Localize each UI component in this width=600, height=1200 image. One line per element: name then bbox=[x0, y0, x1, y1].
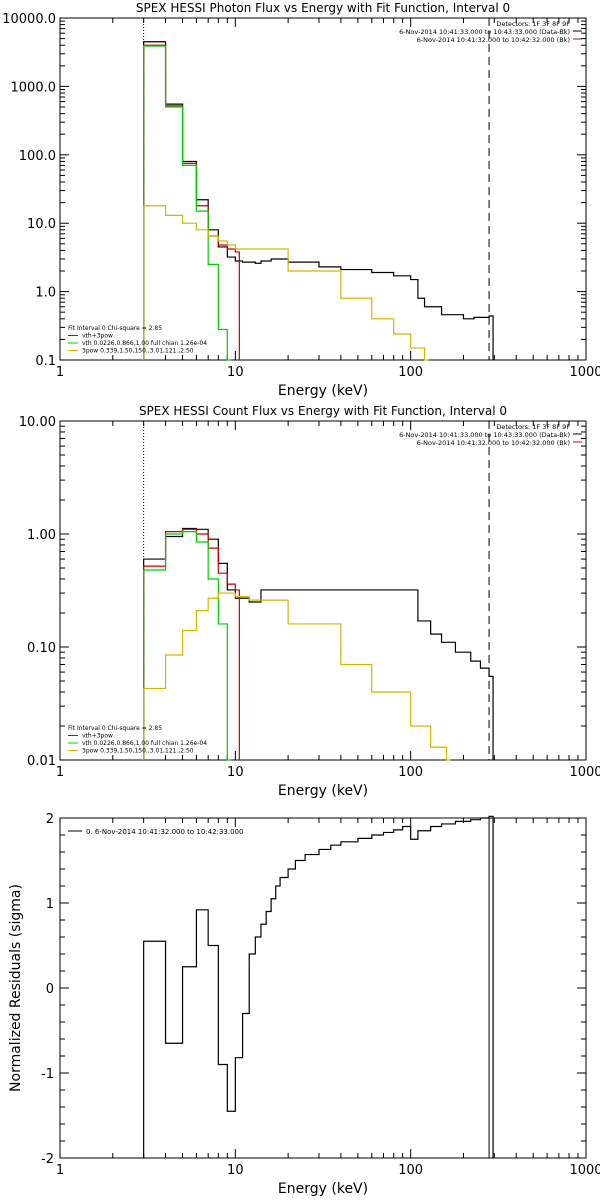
series-line-1 bbox=[143, 44, 240, 360]
legend-text: Detectors: 1F 3F 8F 9F bbox=[496, 20, 570, 28]
series-line-0 bbox=[143, 527, 494, 760]
y-tick-label: 0.10 bbox=[27, 641, 56, 656]
fit-legend-text: Fit Interval 0 Chi-square = 2.85 bbox=[68, 725, 162, 732]
series-line-2 bbox=[143, 531, 232, 761]
fit-legend-text: vth+3pow bbox=[82, 733, 113, 740]
fit-legend-text: vth+3pow bbox=[82, 333, 113, 340]
x-tick-label: 100 bbox=[398, 1163, 423, 1178]
y-tick-label: 10.00 bbox=[19, 415, 56, 430]
plot-frame bbox=[59, 817, 587, 1159]
fit-legend-text: vth 0.0226,0.866,1.00 full chian 1.26e-0… bbox=[82, 340, 207, 347]
legend-text: 6-Nov-2014 10:41:32.000 to 10:42:32.000 … bbox=[417, 439, 570, 447]
x-axis-label: Energy (keV) bbox=[278, 783, 368, 799]
x-axis-label: Energy (keV) bbox=[278, 383, 368, 399]
y-tick-label: 1.0 bbox=[35, 286, 56, 301]
series-line-3 bbox=[143, 592, 451, 761]
series-line-3 bbox=[143, 205, 429, 361]
x-tick-label: 10 bbox=[227, 765, 244, 780]
legend-text: 6-Nov-2014 10:41:33.000 to 10:43:33.000 … bbox=[399, 28, 570, 36]
x-tick-label: 1 bbox=[56, 365, 64, 380]
x-tick-label: 1000 bbox=[569, 365, 600, 380]
y-tick-label: 0.01 bbox=[27, 754, 56, 769]
fit-legend-text: Fit Interval 0 Chi-square = 2.85 bbox=[68, 325, 162, 332]
x-tick-label: 1 bbox=[56, 765, 64, 780]
y-axis-label: Normalized Residuals (sigma) bbox=[8, 884, 24, 1092]
legend-text: 6-Nov-2014 10:41:32.000 to 10:42:32.000 … bbox=[417, 36, 570, 44]
x-tick-label: 1 bbox=[56, 1163, 64, 1178]
y-tick-label: 1 bbox=[46, 897, 54, 912]
y-tick-label: 100.0 bbox=[19, 149, 56, 164]
x-axis-label: Energy (keV) bbox=[278, 1181, 368, 1197]
y-tick-label: 0.1 bbox=[35, 354, 56, 369]
series-line-0 bbox=[143, 815, 494, 1158]
y-tick-label: 10.0 bbox=[27, 217, 56, 232]
fit-legend-text: vth 0.0226,0.866,1.00 full chian 1.26e-0… bbox=[82, 740, 207, 747]
plot-frame bbox=[59, 17, 587, 361]
plot-frame bbox=[59, 420, 587, 761]
legend-text: 0. 6-Nov-2014 10:41:32.000 to 10:42:33.0… bbox=[86, 828, 243, 836]
legend-text: Detectors: 1F 3F 8F 9F bbox=[496, 423, 570, 431]
x-tick-label: 1000 bbox=[569, 1163, 600, 1178]
y-tick-label: 0 bbox=[46, 982, 54, 997]
chart-title: SPEX HESSI Photon Flux vs Energy with Fi… bbox=[136, 1, 510, 15]
chart-title: SPEX HESSI Count Flux vs Energy with Fit… bbox=[139, 404, 507, 418]
x-tick-label: 10 bbox=[227, 365, 244, 380]
y-tick-label: 10000.0 bbox=[2, 12, 56, 27]
y-tick-label: 1.00 bbox=[27, 528, 56, 543]
y-tick-label: -2 bbox=[41, 1152, 54, 1167]
y-tick-label: 1000.0 bbox=[11, 80, 57, 95]
series-line-2 bbox=[143, 45, 232, 361]
legend-text: 6-Nov-2014 10:41:33.000 to 10:43:33.000 … bbox=[399, 431, 570, 439]
x-tick-label: 100 bbox=[398, 365, 423, 380]
x-tick-label: 10 bbox=[227, 1163, 244, 1178]
x-tick-label: 100 bbox=[398, 765, 423, 780]
y-tick-label: 2 bbox=[46, 812, 54, 827]
fit-legend-text: 3pow 0.339,1.50,150.,3.01,121.,2.50 bbox=[82, 748, 194, 755]
y-tick-label: -1 bbox=[41, 1067, 54, 1082]
x-tick-label: 1000 bbox=[569, 765, 600, 780]
fit-legend-text: 3pow 0.339,1.50,150.,3.01,121.,2.50 bbox=[82, 348, 194, 355]
